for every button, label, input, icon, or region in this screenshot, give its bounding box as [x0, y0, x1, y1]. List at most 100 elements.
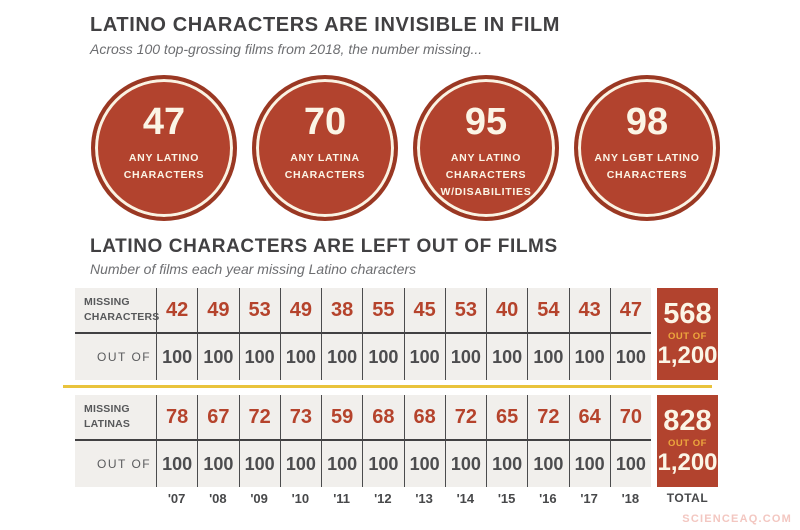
- year-label: '08: [209, 490, 227, 506]
- year-grid: '07 '08 '09 '10 '11 '12 '13 '14 '15 '16 '17 '18: [75, 487, 651, 509]
- missing-count: 53: [238, 288, 280, 334]
- denominator: 100: [568, 441, 610, 487]
- denominator: 100: [609, 334, 651, 380]
- missing-count: 72: [444, 395, 486, 441]
- missing-latinas-grid: MISSING LATINAS 78 67 72 73 59 68 68 72 65 72 64 70 O…: [75, 395, 651, 487]
- section1-subtitle: Across 100 top-grossing films from 2018,…: [90, 41, 483, 57]
- total-value: 828: [663, 405, 712, 437]
- missing-count: 47: [609, 288, 651, 334]
- missing-count: 38: [321, 288, 363, 334]
- stat-circles: 47 ANY LATINO CHARACTERS 70 ANY LATINA CHAR…: [91, 75, 720, 221]
- year-spacer: [75, 487, 156, 509]
- out-of-label: OUT OF: [97, 457, 152, 471]
- denominator: 100: [279, 334, 321, 380]
- stat-circle: 98 ANY LGBT LATINO CHARACTERS: [574, 75, 720, 221]
- denominator: 100: [403, 441, 445, 487]
- missing-count: 68: [362, 395, 404, 441]
- missing-count: 72: [238, 395, 280, 441]
- year-label: '15: [497, 490, 516, 506]
- stat-circle: 47 ANY LATINO CHARACTERS: [91, 75, 237, 221]
- total-out-of-label: OUT OF: [668, 331, 707, 342]
- denominator: 100: [238, 334, 280, 380]
- circle-value: 47: [142, 101, 186, 143]
- missing-count: 45: [403, 288, 445, 334]
- denominator: 100: [362, 334, 403, 380]
- missing-count: 67: [197, 395, 239, 441]
- missing-count: 64: [568, 395, 610, 441]
- year-label: '13: [415, 490, 433, 506]
- denominator: 100: [486, 441, 527, 487]
- circle-value: 98: [625, 101, 669, 143]
- denominator: 100: [362, 441, 403, 487]
- missing-count: 40: [486, 288, 528, 334]
- denominator: 100: [197, 441, 238, 487]
- section2-subtitle: Number of films each year missing Latino…: [90, 261, 417, 277]
- denominator: 100: [321, 441, 362, 487]
- circle-value: 70: [303, 101, 347, 143]
- missing-count: 59: [321, 395, 363, 441]
- out-of-label: OUT OF: [97, 350, 152, 364]
- missing-count: 42: [156, 288, 198, 334]
- year-label: '09: [250, 490, 268, 506]
- circle-label: ANY LATINO CHARACTERS: [123, 152, 205, 181]
- denominator: 100: [197, 334, 238, 380]
- missing-characters-grid: MISSING CHARACTERS 42 49 53 49 38 55 45 53 40 54 43…: [75, 288, 651, 380]
- missing-count: 49: [279, 288, 321, 334]
- missing-count: 73: [279, 395, 321, 441]
- missing-characters-table: MISSING CHARACTERS 42 49 53 49 38 55 45 53 40 54 43…: [75, 288, 718, 380]
- circle-label: ANY LATINO CHARACTERS W/DISABILITIES: [440, 152, 532, 198]
- section1-title: LATINO CHARACTERS ARE INVISIBLE IN FILM: [90, 14, 561, 36]
- missing-count: 68: [403, 395, 445, 441]
- missing-count: 72: [527, 395, 569, 441]
- total-column-label: TOTAL: [666, 491, 709, 505]
- denominator: 100: [444, 334, 486, 380]
- year-label: '07: [167, 490, 186, 506]
- missing-latinas-table: MISSING LATINAS 78 67 72 73 59 68 68 72 65 72 64 70 O…: [75, 395, 718, 487]
- watermark: SCIENCEAQ.COM: [682, 513, 792, 525]
- circle-label: ANY LGBT LATINO CHARACTERS: [594, 152, 700, 181]
- denominator: 100: [321, 334, 362, 380]
- missing-count: 54: [527, 288, 569, 334]
- missing-count: 53: [444, 288, 486, 334]
- row-label: MISSING CHARACTERS: [75, 288, 159, 334]
- row-label: MISSING LATINAS: [75, 395, 156, 441]
- denominator: 100: [527, 334, 568, 380]
- missing-count: 78: [156, 395, 198, 441]
- denominator: 100: [403, 334, 445, 380]
- denominator: 100: [156, 334, 197, 380]
- denominator: 100: [156, 441, 197, 487]
- year-label: '12: [374, 490, 392, 506]
- year-label: '14: [456, 490, 475, 506]
- total-denominator: 1,200: [657, 342, 718, 369]
- year-label: '10: [291, 490, 310, 506]
- denominator: 100: [238, 441, 280, 487]
- denominator: 100: [486, 334, 527, 380]
- section2-title: LATINO CHARACTERS ARE LEFT OUT OF FILMS: [90, 236, 558, 257]
- stat-circle: 95 ANY LATINO CHARACTERS W/DISABILITIES: [413, 75, 559, 221]
- total-out-of-label: OUT OF: [668, 438, 707, 449]
- denominator: 100: [568, 334, 610, 380]
- missing-count: 43: [568, 288, 610, 334]
- denominator: 100: [527, 441, 568, 487]
- year-axis: '07 '08 '09 '10 '11 '12 '13 '14 '15 '16 '17 '18 TOT…: [75, 487, 718, 509]
- missing-count: 65: [486, 395, 528, 441]
- stat-circle: 70 ANY LATINA CHARACTERS: [252, 75, 398, 221]
- year-label: '16: [539, 490, 557, 506]
- denominator: 100: [609, 441, 651, 487]
- missing-count: 55: [362, 288, 404, 334]
- year-label: '18: [621, 490, 640, 506]
- denominator: 100: [444, 441, 486, 487]
- circle-value: 95: [464, 101, 508, 143]
- total-value: 568: [663, 298, 712, 330]
- denominator: 100: [279, 441, 321, 487]
- missing-count: 49: [197, 288, 239, 334]
- missing-characters-total-box: 568 OUT OF 1,200: [657, 288, 718, 380]
- gold-divider: [63, 385, 712, 388]
- missing-count: 70: [609, 395, 651, 441]
- year-label: '11: [333, 490, 351, 506]
- missing-latinas-total-box: 828 OUT OF 1,200: [657, 395, 718, 487]
- circle-label: ANY LATINA CHARACTERS: [284, 152, 366, 181]
- total-denominator: 1,200: [657, 449, 718, 476]
- year-label: '17: [580, 490, 598, 506]
